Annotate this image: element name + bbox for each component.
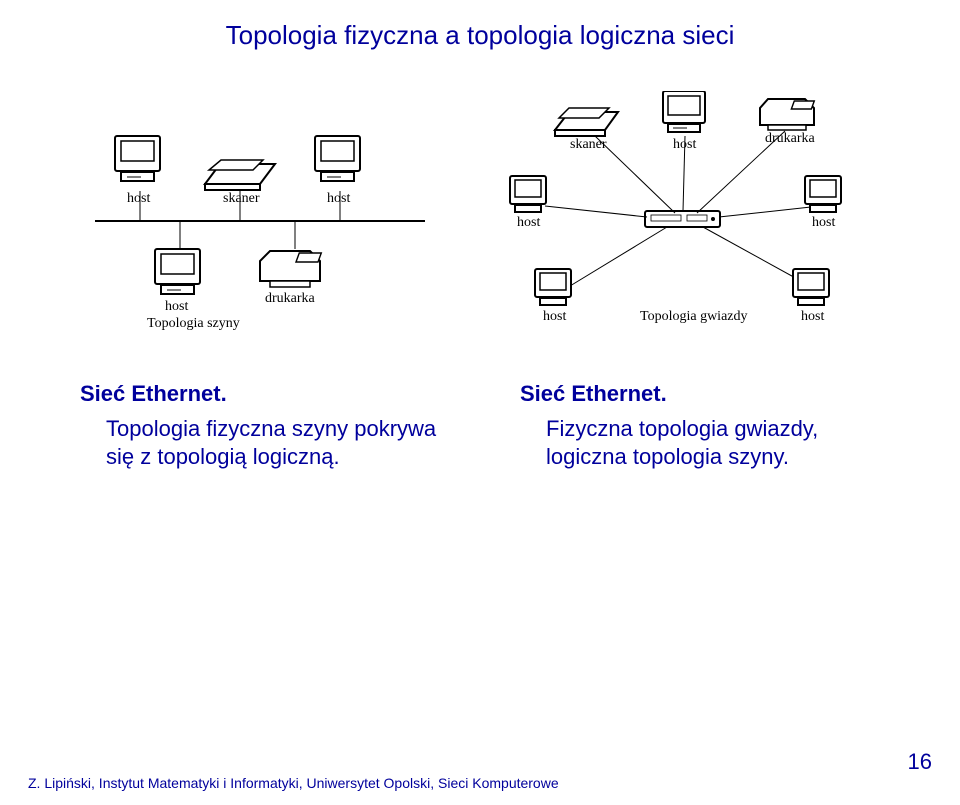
computer-icon bbox=[510, 176, 546, 212]
footer: Z. Lipiński, Instytut Matematyki i Infor… bbox=[28, 775, 559, 791]
host-label: host bbox=[812, 215, 835, 231]
caption-title: Sieć Ethernet. bbox=[80, 381, 440, 407]
host-label: host bbox=[543, 309, 566, 325]
scanner-label: skaner bbox=[223, 191, 260, 207]
printer-label: drukarka bbox=[765, 131, 815, 147]
printer-icon bbox=[260, 251, 321, 287]
bus-topology-diagram: host skaner host host drukarka Topologia… bbox=[85, 91, 435, 371]
captions-row: Sieć Ethernet. Topologia fizyczna szyny … bbox=[0, 381, 960, 470]
scanner-icon bbox=[205, 160, 275, 190]
computer-icon bbox=[115, 136, 160, 181]
host-label: host bbox=[127, 191, 150, 207]
host-label: host bbox=[517, 215, 540, 231]
host-label: host bbox=[165, 299, 188, 315]
page-number: 16 bbox=[908, 749, 932, 775]
bus-topology-svg bbox=[85, 91, 435, 371]
scanner-label: skaner bbox=[570, 137, 607, 153]
printer-label: drukarka bbox=[265, 291, 315, 307]
computer-icon bbox=[663, 91, 705, 132]
computer-icon bbox=[805, 176, 841, 212]
printer-icon bbox=[760, 99, 814, 130]
scanner-icon bbox=[555, 108, 618, 136]
computer-icon bbox=[155, 249, 200, 294]
host-label: host bbox=[327, 191, 350, 207]
caption-title: Sieć Ethernet. bbox=[520, 381, 880, 407]
diagrams-row: host skaner host host drukarka Topologia… bbox=[0, 91, 960, 371]
left-caption: Sieć Ethernet. Topologia fizyczna szyny … bbox=[80, 381, 440, 470]
host-label: host bbox=[801, 309, 824, 325]
computer-icon bbox=[793, 269, 829, 305]
right-caption: Sieć Ethernet. Fizyczna topologia gwiazd… bbox=[520, 381, 880, 470]
caption-text: Fizyczna topologia gwiazdy, logiczna top… bbox=[520, 415, 880, 470]
topology-label: Topologia szyny bbox=[147, 316, 240, 332]
computer-icon bbox=[535, 269, 571, 305]
topology-label: Topologia gwiazdy bbox=[640, 309, 748, 325]
caption-text: Topologia fizyczna szyny pokrywa się z t… bbox=[80, 415, 440, 470]
star-topology-diagram: skaner host drukarka host host host host… bbox=[475, 91, 875, 371]
host-label: host bbox=[673, 137, 696, 153]
page-title: Topologia fizyczna a topologia logiczna … bbox=[0, 0, 960, 91]
star-topology-svg bbox=[475, 91, 875, 371]
computer-icon bbox=[315, 136, 360, 181]
